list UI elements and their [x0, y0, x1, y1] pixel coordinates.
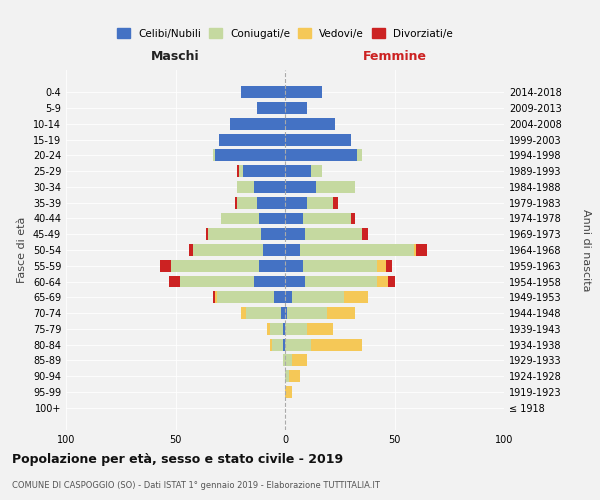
Bar	[305, 228, 362, 240]
Bar	[254, 181, 285, 193]
Bar	[285, 118, 335, 130]
Bar	[257, 197, 285, 208]
Bar	[377, 276, 388, 287]
Bar	[193, 244, 263, 256]
Bar	[292, 354, 307, 366]
Bar	[241, 86, 285, 98]
Bar	[268, 323, 269, 335]
Text: Popolazione per età, sesso e stato civile - 2019: Popolazione per età, sesso e stato civil…	[12, 452, 343, 466]
Bar	[259, 260, 285, 272]
Bar	[285, 292, 292, 303]
Bar	[269, 338, 272, 350]
Bar	[263, 244, 285, 256]
Bar	[307, 197, 333, 208]
Bar	[239, 165, 244, 177]
Bar	[344, 292, 368, 303]
Bar	[285, 102, 307, 114]
Bar	[301, 244, 414, 256]
Bar	[269, 323, 283, 335]
Y-axis label: Fasce di età: Fasce di età	[17, 217, 27, 283]
Bar	[285, 165, 311, 177]
Bar	[215, 292, 217, 303]
Bar	[289, 370, 301, 382]
Bar	[245, 307, 281, 319]
Bar	[160, 260, 171, 272]
Bar	[285, 212, 302, 224]
Bar	[283, 323, 285, 335]
Bar	[213, 292, 215, 303]
Bar	[241, 307, 245, 319]
Bar	[244, 165, 285, 177]
Bar	[316, 181, 355, 193]
Bar	[221, 212, 259, 224]
Bar	[326, 307, 355, 319]
Bar	[285, 386, 292, 398]
Bar	[305, 276, 377, 287]
Bar	[377, 260, 386, 272]
Bar	[259, 212, 285, 224]
Text: Femmine: Femmine	[362, 50, 427, 63]
Bar	[215, 150, 285, 162]
Bar	[283, 354, 285, 366]
Bar	[414, 244, 416, 256]
Bar	[272, 338, 283, 350]
Bar	[386, 260, 392, 272]
Text: Maschi: Maschi	[151, 50, 200, 63]
Bar	[285, 323, 307, 335]
Bar	[285, 244, 301, 256]
Bar	[302, 212, 350, 224]
Bar	[285, 260, 302, 272]
Bar	[285, 228, 305, 240]
Bar	[206, 228, 208, 240]
Bar	[311, 165, 322, 177]
Bar	[362, 228, 368, 240]
Bar	[307, 323, 333, 335]
Bar	[283, 338, 285, 350]
Bar	[285, 307, 287, 319]
Text: COMUNE DI CASPOGGIO (SO) - Dati ISTAT 1° gennaio 2019 - Elaborazione TUTTITALIA.: COMUNE DI CASPOGGIO (SO) - Dati ISTAT 1°…	[12, 481, 380, 490]
Bar	[302, 260, 377, 272]
Bar	[171, 260, 259, 272]
Bar	[285, 338, 311, 350]
Y-axis label: Anni di nascita: Anni di nascita	[581, 209, 591, 291]
Bar	[357, 150, 362, 162]
Bar	[261, 228, 285, 240]
Bar	[237, 197, 257, 208]
Bar	[188, 244, 193, 256]
Bar	[287, 307, 326, 319]
Bar	[285, 197, 307, 208]
Bar	[350, 212, 355, 224]
Bar	[292, 292, 344, 303]
Bar	[285, 354, 292, 366]
Bar	[311, 338, 362, 350]
Bar	[285, 86, 322, 98]
Bar	[416, 244, 427, 256]
Bar	[254, 276, 285, 287]
Bar	[388, 276, 395, 287]
Bar	[237, 165, 239, 177]
Bar	[208, 228, 261, 240]
Bar	[217, 292, 274, 303]
Bar	[220, 134, 285, 145]
Bar	[333, 197, 338, 208]
Bar	[285, 181, 316, 193]
Bar	[274, 292, 285, 303]
Bar	[230, 118, 285, 130]
Bar	[285, 150, 357, 162]
Bar	[257, 102, 285, 114]
Bar	[285, 134, 350, 145]
Bar	[285, 370, 289, 382]
Bar	[235, 197, 237, 208]
Bar	[213, 150, 215, 162]
Legend: Celibi/Nubili, Coniugati/e, Vedovi/e, Divorziati/e: Celibi/Nubili, Coniugati/e, Vedovi/e, Di…	[117, 28, 453, 38]
Bar	[237, 181, 254, 193]
Bar	[281, 307, 285, 319]
Bar	[169, 276, 180, 287]
Bar	[285, 276, 305, 287]
Bar	[180, 276, 254, 287]
